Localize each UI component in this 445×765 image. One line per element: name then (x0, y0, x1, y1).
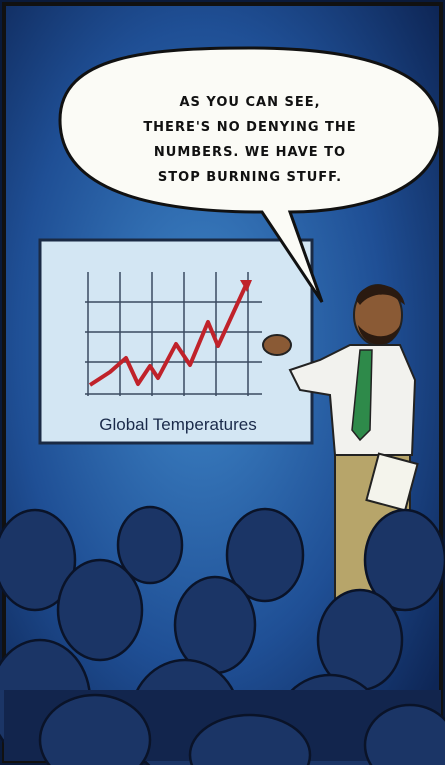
speech-line: NUMBERS. WE HAVE TO (154, 145, 346, 160)
arrow-head (240, 280, 252, 292)
speech-line: AS YOU CAN SEE, (179, 95, 320, 110)
speech-line: STOP BURNING STUFF. (158, 170, 342, 185)
chart-grid (85, 272, 262, 396)
speech-bubble (58, 46, 442, 303)
audience (0, 505, 445, 765)
speech-line: THERE'S NO DENYING THE (143, 120, 356, 135)
chart-caption: Global Temperatures (99, 415, 257, 434)
temperature-line (88, 284, 248, 387)
